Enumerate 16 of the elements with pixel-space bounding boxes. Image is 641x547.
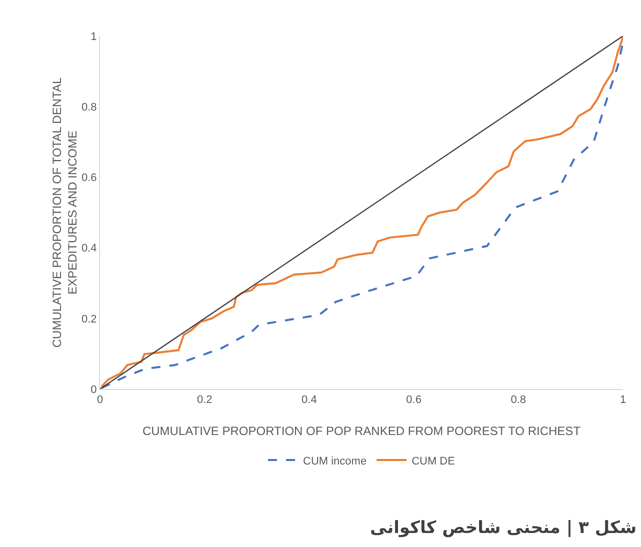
x-tick-label: 0.4 [302, 394, 317, 406]
legend-label: CUM income [303, 455, 367, 468]
y-axis-title: CUMULATIVE PROPORTION OF TOTAL DENTAL EXPEDITURES AND INCOME [50, 77, 80, 348]
x-tick-label: 0.6 [406, 394, 422, 406]
legend-label: CUM DE [412, 455, 455, 468]
y-tick-label: 0.8 [82, 101, 97, 114]
y-tick-label: 0.4 [82, 242, 97, 255]
y-tick-label: 1 [90, 30, 97, 43]
x-tick-label: 1 [620, 394, 626, 406]
text: شکل ۳ | منحنی شاخص کاکوانی [370, 518, 637, 538]
x-axis-title: CUMULATIVE PROPORTION OF POP RANKED FROM POOREST TO RICHEST [142, 424, 582, 438]
y-tick-label: 0.6 [82, 172, 97, 184]
x-tick-label: 0.2 [196, 394, 212, 406]
y-tick-label: 0 [90, 384, 97, 396]
x-tick-label: 0.8 [510, 394, 526, 406]
y-tick-label: 0.2 [82, 313, 97, 326]
